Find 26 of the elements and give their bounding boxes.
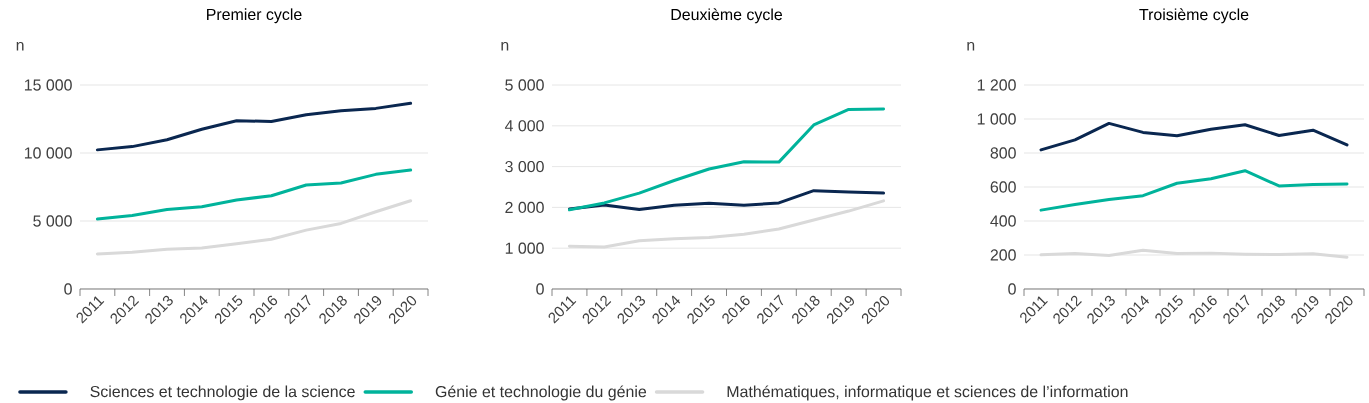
legend-label: Mathématiques, informatique et sciences de l’information (727, 385, 1128, 401)
y-axis-title: n (501, 42, 509, 51)
y-axis-title: n (967, 42, 975, 51)
y-tick-label: 0 (64, 283, 72, 295)
y-tick-label: 4 000 (504, 120, 544, 132)
y-tick-label: 10 000 (24, 147, 72, 159)
y-tick-label: 0 (536, 283, 544, 295)
chart-title: Premier cycle (207, 8, 302, 24)
legend-label: Génie et technologie du génie (435, 385, 647, 401)
chart-title: Deuxième cycle (671, 8, 783, 24)
y-tick-label: 1 000 (977, 113, 1016, 125)
y-tick-label: 2 000 (505, 201, 544, 214)
y-tick-label: 600 (990, 181, 1016, 193)
y-tick-label: 1 000 (505, 242, 544, 255)
y-tick-label: 800 (990, 147, 1016, 159)
y-tick-label: 5 000 (33, 215, 72, 227)
legend-label: Sciences et technologie de la science (90, 385, 355, 401)
y-tick-label: 1 200 (977, 79, 1016, 91)
y-tick-label: 400 (990, 215, 1016, 227)
y-tick-label: 200 (990, 249, 1016, 261)
y-tick-label: 5 000 (505, 79, 544, 91)
y-tick-label: 15 000 (24, 79, 72, 91)
chart-title: Troisième cycle (1139, 8, 1249, 24)
y-tick-label: 0 (1008, 283, 1016, 295)
y-tick-label: 3 000 (505, 161, 544, 173)
y-axis-title: n (16, 42, 24, 51)
